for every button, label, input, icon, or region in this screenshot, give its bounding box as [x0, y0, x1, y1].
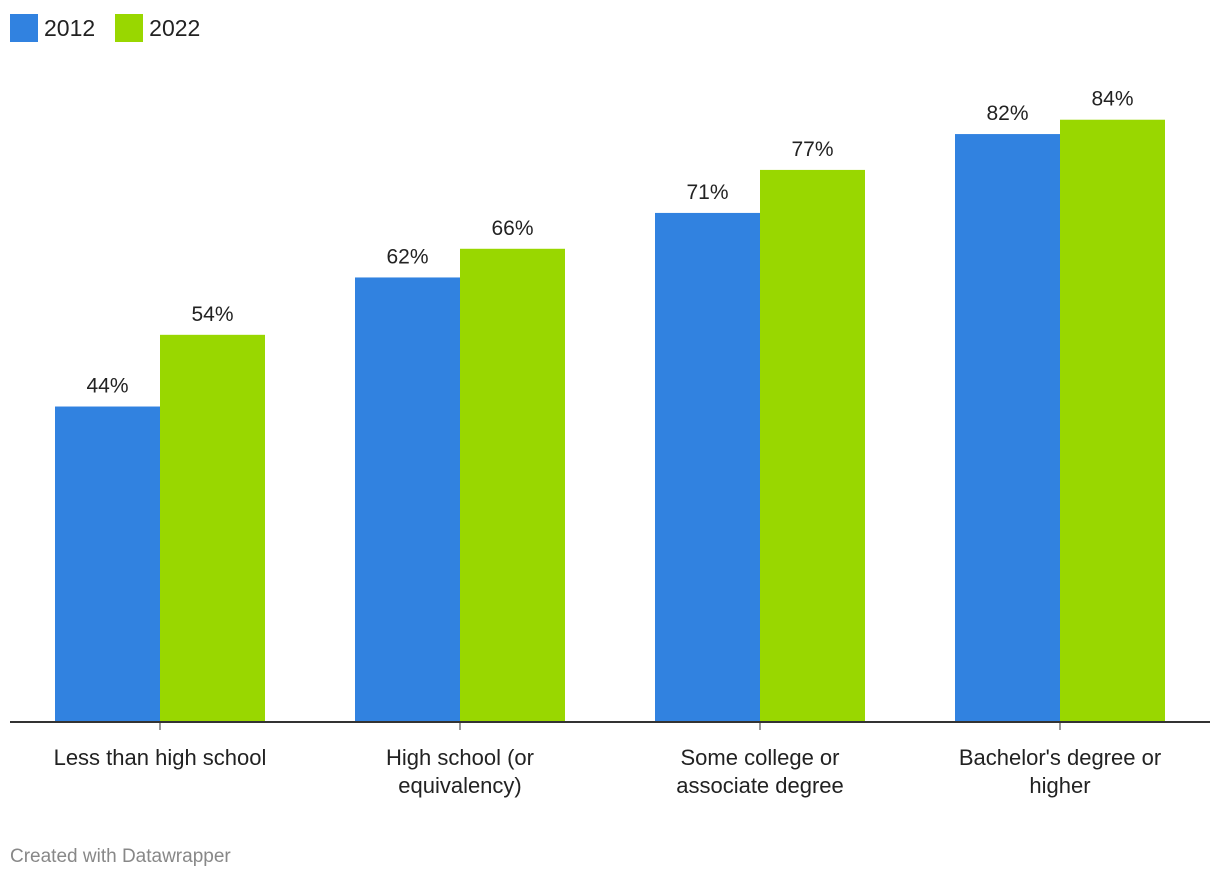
- data-label-2012-3: 71%: [686, 181, 728, 204]
- bar-2012-3: [655, 212, 760, 722]
- x-tick-label-4-line-2: higher: [1029, 773, 1090, 798]
- x-tick-label-2-line-2: equivalency): [398, 773, 522, 798]
- chart-legend: 2012 2022: [10, 14, 220, 42]
- data-label-2012-4: 82%: [986, 102, 1028, 125]
- bar-2022-2: [460, 248, 565, 722]
- bar-2022-3: [760, 169, 865, 722]
- x-tick-label-1-line-1: Less than high school: [54, 745, 267, 770]
- credit-text: Created with Datawrapper: [10, 846, 231, 867]
- x-tick-label-2-line-1: High school (or: [386, 745, 534, 770]
- legend-swatch-2022: [115, 14, 144, 42]
- bar-2012-1: [55, 406, 160, 722]
- x-tick-label-3-line-1: Some college or: [681, 745, 840, 770]
- legend-item-2022: 2022: [115, 14, 200, 42]
- x-tick-label-3-line-2: associate degree: [676, 773, 844, 798]
- bar-2022-4: [1060, 119, 1165, 723]
- legend-swatch-2012: [10, 14, 38, 42]
- legend-label-2022: 2022: [149, 14, 201, 41]
- data-label-2022-3: 77%: [791, 138, 833, 161]
- bar-2012-4: [955, 134, 1060, 722]
- data-label-2022-2: 66%: [491, 217, 533, 240]
- legend-label-2012: 2012: [44, 14, 96, 41]
- bar-2022-1: [160, 334, 265, 722]
- data-label-2022-1: 54%: [191, 303, 233, 326]
- data-label-2012-1: 44%: [86, 375, 128, 398]
- data-label-2022-4: 84%: [1091, 88, 1133, 111]
- x-tick-label-4-line-1: Bachelor's degree or: [959, 745, 1161, 770]
- bar-2012-2: [355, 277, 460, 722]
- data-label-2012-2: 62%: [386, 245, 428, 268]
- legend-item-2012: 2012: [10, 14, 95, 42]
